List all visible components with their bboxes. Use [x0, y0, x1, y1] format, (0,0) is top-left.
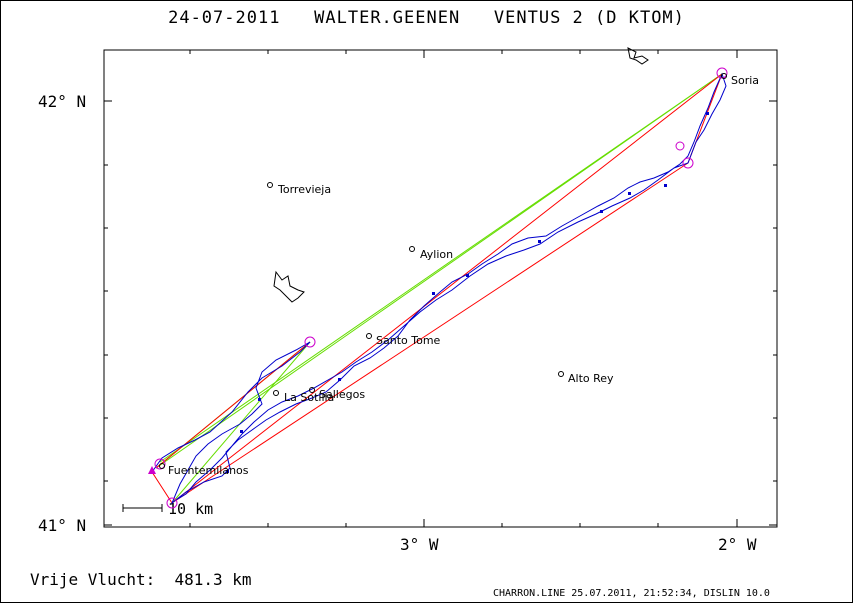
flight-title: 24-07-2011 WALTER.GEENEN VENTUS 2 (D KTO… — [168, 8, 685, 28]
lon-label-3w: 3° W — [400, 535, 439, 554]
town-fuentemilanos: Fuentemilanos — [168, 464, 249, 477]
reservoir-north — [627, 47, 649, 65]
town-markers — [159, 73, 727, 469]
gps-track — [151, 72, 727, 505]
lat-label-41: 41° N — [38, 516, 86, 535]
town-santo-tome: Santo Tome — [376, 334, 441, 347]
lat-label-42: 42° N — [38, 92, 86, 111]
free-flight-lines — [155, 73, 723, 504]
town-torrevieja: Torrevieja — [277, 183, 331, 196]
start-marker-icon — [148, 466, 156, 474]
town-la-sotilla: La Sotilla — [284, 391, 334, 404]
reservoir-center — [273, 270, 305, 303]
town-soria: Soria — [731, 74, 759, 87]
town-sallegos: Sallegos — [319, 388, 365, 401]
town-aylion: Aylion — [420, 248, 453, 261]
lon-label-2w: 2° W — [718, 535, 757, 554]
plot-credits: CHARRON.LINE 25.07.2011, 21:52:34, DISLI… — [493, 588, 770, 599]
triangle-lines — [151, 73, 723, 504]
free-flight-distance: Vrije Vlucht: 481.3 km — [30, 570, 252, 589]
scale-label: 10 km — [168, 500, 213, 518]
turnpoints — [154, 67, 728, 509]
town-alto-rey: Alto Rey — [568, 372, 614, 385]
map-border — [103, 49, 778, 528]
track-markers — [226, 112, 709, 473]
tick-marks — [104, 50, 777, 527]
scale-bar — [122, 504, 163, 512]
